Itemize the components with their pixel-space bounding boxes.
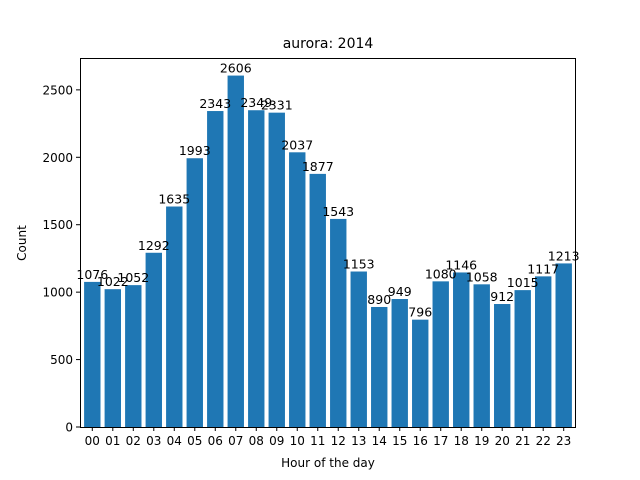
bar-07 [227,75,244,428]
bars-group [84,75,572,428]
bar-value-label-20: 912 [490,289,514,304]
bar-22 [535,276,552,427]
x-tick-label: 00 [85,434,100,448]
bar-value-label-17: 1080 [425,266,457,281]
bar-value-label-03: 1292 [138,238,170,253]
bar-01 [104,289,121,427]
y-tick-label: 0 [65,421,73,435]
bar-value-label-06: 2343 [199,96,231,111]
bar-value-label-16: 796 [408,305,432,320]
bar-23 [555,263,572,427]
x-tick-label: 13 [351,434,366,448]
x-tick-label: 10 [290,434,305,448]
x-tick-label: 22 [536,434,551,448]
y-tick-label: 1500 [42,218,73,232]
bar-05 [186,158,203,428]
bar-13 [350,271,367,427]
x-tick-label: 03 [146,434,161,448]
bar-15 [391,299,408,427]
x-tick-label: 15 [392,434,407,448]
y-axis-label: Count [15,225,29,261]
bar-12 [330,218,347,427]
x-tick-label: 16 [413,434,428,448]
bar-value-label-04: 1635 [158,192,190,207]
y-tick-label: 500 [50,353,73,367]
bar-value-label-19: 1058 [466,269,498,284]
bar-value-label-05: 1993 [179,143,211,158]
bar-value-label-01: 1022 [97,274,129,289]
bar-value-label-15: 949 [388,284,412,299]
bar-value-label-14: 890 [367,292,391,307]
x-tick-label: 01 [105,434,120,448]
x-tick-label: 12 [331,434,346,448]
x-tick-label: 21 [515,434,530,448]
bar-value-label-13: 1153 [343,257,375,272]
bar-19 [473,284,490,427]
bar-value-label-21: 1015 [507,275,539,290]
bar-10 [289,152,306,427]
bar-02 [125,285,142,427]
bar-18 [453,272,470,427]
bar-value-label-09: 2331 [261,98,293,113]
bar-17 [432,281,449,427]
bar-03 [145,252,162,427]
bar-value-label-18: 1146 [445,257,477,272]
bar-09 [268,112,285,427]
x-tick-label: 06 [208,434,223,448]
bar-value-label-07: 2606 [220,61,252,76]
bar-11 [309,173,326,427]
y-tick-label: 2000 [42,151,73,165]
bar-value-label-23: 1213 [548,248,580,263]
x-tick-label: 18 [454,434,469,448]
bar-value-label-10: 2037 [281,137,313,152]
x-tick-label: 20 [495,434,510,448]
x-tick-label: 19 [474,434,489,448]
x-axis: 00 01 02 03 04 05 06 07 08 09 10 11 12 13 14 15 16 17 18 19… [85,427,571,448]
plot-frame [80,58,576,428]
bar-value-label-22: 1117 [527,261,559,276]
bar-20 [494,304,511,427]
bar-value-label-12: 1543 [322,204,354,219]
bar-08 [248,110,265,427]
bar-value-label-08: 2349 [240,95,272,110]
bar-value-label-02: 1052 [117,270,149,285]
x-tick-label: 17 [433,434,448,448]
x-tick-label: 11 [310,434,325,448]
x-tick-label: 14 [372,434,387,448]
y-tick-label: 2500 [42,83,73,97]
x-tick-label: 04 [167,434,182,448]
y-axis: 0 500 1000 1500 2000 2500 [42,83,80,435]
bar-04 [166,206,183,427]
bar-value-label-11: 1877 [302,159,334,174]
bar-14 [371,306,388,427]
x-tick-label: 08 [249,434,264,448]
x-tick-label: 23 [556,434,571,448]
x-axis-label: Hour of the day [281,456,375,470]
bar-00 [84,281,101,427]
y-tick-label: 1000 [42,286,73,300]
bar-16 [412,319,429,427]
x-tick-label: 02 [126,434,141,448]
bar-value-label-00: 1076 [76,267,108,282]
x-tick-label: 05 [187,434,202,448]
bar-21 [514,290,531,427]
x-tick-label: 09 [269,434,284,448]
bar-06 [207,111,224,427]
chart-title: aurora: 2014 [283,36,374,52]
x-tick-label: 07 [228,434,243,448]
